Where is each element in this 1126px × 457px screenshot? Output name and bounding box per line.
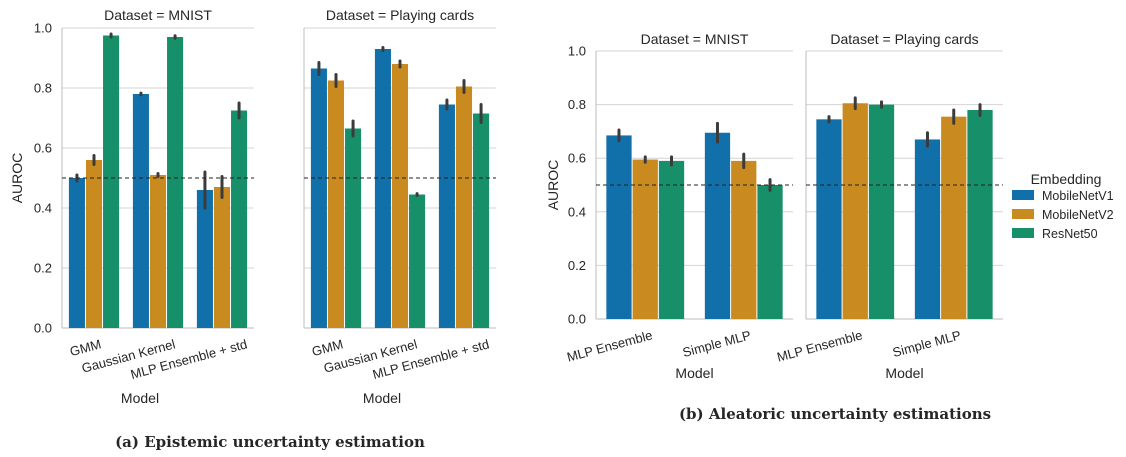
y-tick-label: 0.4 (568, 204, 586, 219)
facet-1: Dataset = MNIST0.00.20.40.60.81.0GMMGaus… (34, 7, 254, 406)
x-axis-label: Model (363, 390, 401, 406)
y-tick-label: 0.6 (34, 141, 52, 156)
legend-swatch (1012, 209, 1034, 219)
y-tick-label: 0.8 (34, 81, 52, 96)
legend: Embedding MobileNetV1 MobileNetV2 ResNet50 (1012, 171, 1114, 241)
bar (473, 113, 490, 328)
chart-aleatoric: AUROC Dataset = MNIST 0.0 0.2 0.4 0.6 0.8 1.0 ML… (545, 31, 1003, 381)
bar (68, 178, 85, 328)
y-tick-label: 0.0 (568, 312, 586, 327)
bar (455, 86, 473, 328)
facet-title: Dataset = MNIST (641, 31, 749, 47)
bar (167, 37, 184, 328)
facet-title: Dataset = Playing cards (326, 7, 474, 23)
bar (310, 68, 327, 328)
bar (409, 194, 426, 328)
bar (658, 160, 685, 319)
bar (967, 109, 993, 320)
x-axis-label: Model (121, 390, 159, 406)
legend-swatch (1012, 228, 1034, 238)
bar (941, 116, 967, 319)
y-tick-label: 1.0 (34, 21, 52, 36)
x-tick-label: Simple MLP (891, 327, 963, 360)
caption-aleatoric: (b) Aleatoric uncertainty estimations (679, 405, 991, 423)
bar (149, 175, 167, 328)
y-tick-label: 0.6 (568, 151, 586, 166)
bar (231, 110, 248, 328)
facet-title: Dataset = Playing cards (830, 31, 978, 47)
bar (132, 94, 149, 328)
y-tick-label: 0.2 (34, 261, 52, 276)
bar (374, 49, 391, 328)
legend-label: ResNet50 (1042, 227, 1098, 241)
y-tick-label: 1.0 (568, 44, 586, 59)
bar (391, 64, 409, 328)
y-axis-label: AUROC (545, 160, 561, 211)
x-axis-label: Model (675, 365, 713, 381)
facet-2: Dataset = Playing cards MLP Ensemble Simpl… (775, 31, 1003, 381)
y-tick-label: 0.8 (568, 97, 586, 112)
legend-title: Embedding (1031, 171, 1102, 187)
facet-title: Dataset = MNIST (104, 7, 212, 23)
bar (757, 185, 783, 319)
x-tick-label: MLP Ensemble (775, 327, 864, 364)
x-tick-label: Simple MLP (681, 327, 753, 360)
y-tick-label: 0.2 (568, 258, 586, 273)
bar (606, 135, 632, 319)
bar (914, 139, 941, 319)
y-tick-label: 0.4 (34, 201, 52, 216)
legend-label: MobileNetV2 (1042, 208, 1114, 222)
bar (196, 190, 213, 328)
x-tick-label: MLP Ensemble (565, 327, 654, 364)
caption-epistemic: (a) Epistemic uncertainty estimation (115, 433, 425, 451)
legend-label: MobileNetV1 (1042, 189, 1114, 203)
bar (85, 160, 103, 328)
bar (438, 104, 455, 328)
y-tick-label: 0.0 (34, 321, 52, 336)
legend-swatch (1012, 190, 1034, 200)
bar (103, 35, 120, 328)
bar (345, 128, 362, 328)
bar (632, 159, 658, 319)
bar (327, 80, 345, 328)
bar (868, 104, 895, 319)
bar (704, 132, 731, 319)
bar (842, 103, 868, 319)
bar (213, 187, 231, 328)
bar (816, 119, 842, 319)
y-axis-label: AUROC (9, 153, 25, 204)
x-axis-label: Model (885, 365, 923, 381)
bar (731, 160, 757, 319)
facet-1: Dataset = MNIST 0.0 0.2 0.4 0.6 0.8 1.0 MLP Ens… (565, 31, 793, 381)
